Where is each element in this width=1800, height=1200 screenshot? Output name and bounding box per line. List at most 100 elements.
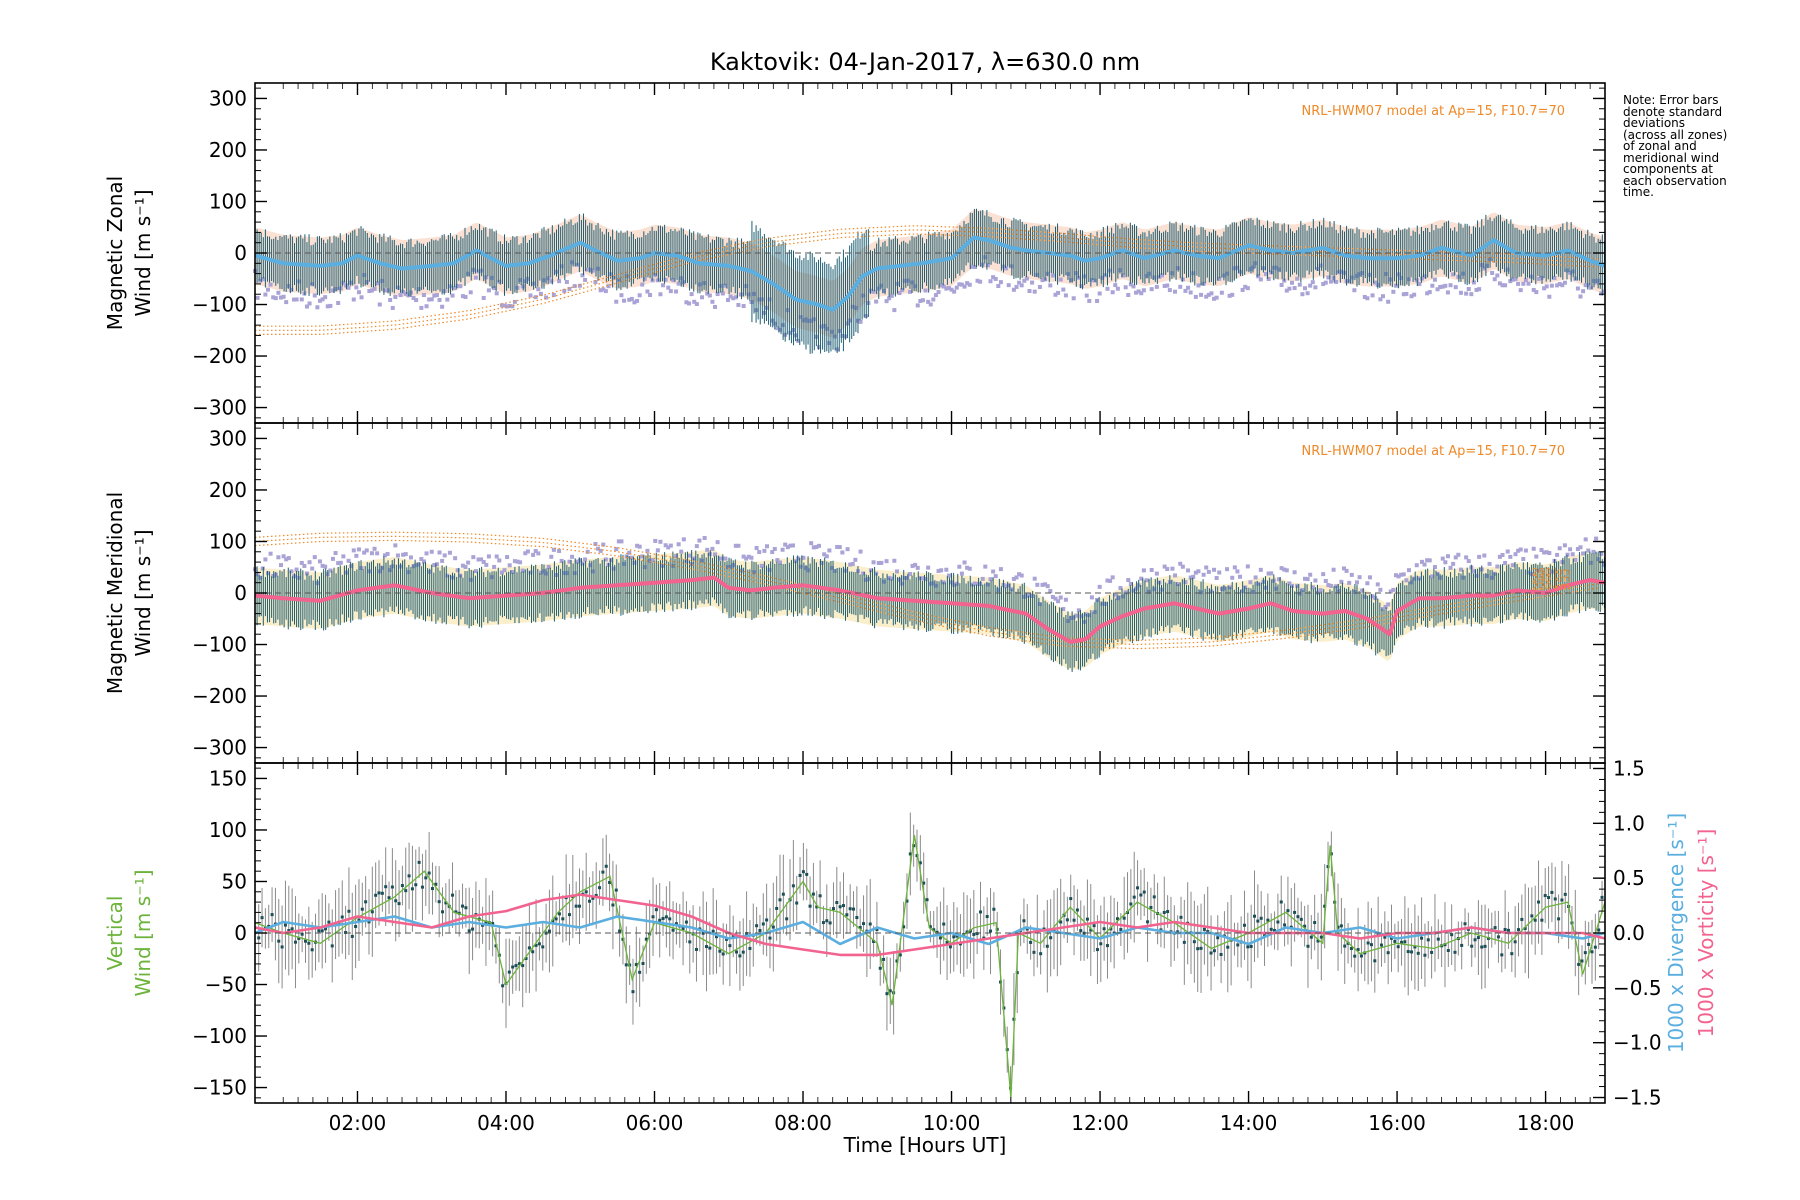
scatter-point	[892, 558, 897, 563]
scatter-point	[484, 562, 489, 567]
scatter-point	[1227, 585, 1232, 590]
vertical-point	[975, 932, 979, 936]
scatter-point	[429, 297, 434, 302]
scatter-point	[1180, 564, 1185, 569]
scatter-point	[1115, 286, 1120, 291]
vertical-point	[1543, 894, 1547, 898]
vertical-point	[310, 948, 314, 952]
scatter-point	[1134, 290, 1139, 295]
scatter-point	[492, 286, 497, 291]
scatter-point	[307, 301, 312, 306]
scatter-point	[829, 329, 834, 334]
vertical-point	[283, 923, 287, 927]
scatter-point	[401, 552, 406, 557]
scatter-point	[1048, 589, 1053, 594]
vertical-point	[728, 944, 732, 948]
scatter-point	[962, 560, 967, 565]
scatter-point	[772, 546, 777, 551]
scatter-point	[832, 568, 837, 573]
vertical-point	[1202, 927, 1206, 931]
vertical-point	[484, 920, 488, 924]
scatter-point	[1464, 291, 1469, 296]
scatter-point	[538, 570, 543, 575]
scatter-point	[427, 297, 432, 302]
scatter-point	[473, 275, 478, 280]
scatter-point	[1217, 570, 1222, 575]
scatter-point	[1292, 286, 1297, 291]
scatter-point	[1321, 572, 1326, 577]
scatter-point	[1144, 273, 1149, 278]
scatter-point	[741, 554, 746, 559]
scatter-point	[1323, 280, 1328, 285]
vertical-point	[618, 929, 622, 933]
scatter-point	[666, 285, 671, 290]
scatter-point	[640, 282, 645, 287]
scatter-point	[551, 292, 556, 297]
scatter-point	[1539, 275, 1544, 280]
vertical-point	[347, 909, 351, 913]
vertical-point	[524, 956, 528, 960]
vertical-point	[715, 935, 719, 939]
scatter-point	[868, 288, 873, 293]
scatter-point	[715, 540, 720, 545]
scatter-point	[375, 281, 380, 286]
scatter-point	[1092, 278, 1097, 283]
scatter-point	[382, 553, 387, 558]
scatter-point	[770, 318, 775, 323]
model-label: NRL-HWM07 model at Ap=15, F10.7=70	[1302, 104, 1566, 119]
scatter-point	[645, 289, 650, 294]
scatter-point	[1477, 287, 1482, 292]
scatter-point	[658, 292, 663, 297]
scatter-point	[1004, 584, 1009, 589]
scatter-point	[949, 287, 954, 292]
scatter-point	[1258, 277, 1263, 282]
scatter-point	[1009, 264, 1014, 269]
scatter-point	[1011, 576, 1016, 581]
scatter-point	[1440, 556, 1445, 561]
scatter-point	[983, 255, 988, 260]
scatter-point	[1549, 283, 1554, 288]
vertical-point	[324, 927, 328, 931]
vertical-point	[1266, 918, 1270, 922]
scatter-point	[1586, 283, 1591, 288]
vertical-point	[1480, 945, 1484, 949]
scatter-point	[291, 297, 296, 302]
scatter-point	[1310, 280, 1315, 285]
scatter-point	[255, 572, 260, 577]
vertical-point	[537, 942, 541, 946]
scatter-point	[310, 282, 315, 287]
scatter-point	[1542, 286, 1547, 291]
vertical-point	[1319, 935, 1323, 939]
scatter-point	[1095, 298, 1100, 303]
scatter-point	[1425, 558, 1430, 563]
scatter-point	[1373, 280, 1378, 285]
scatter-point	[1347, 580, 1352, 585]
scatter-point	[1212, 296, 1217, 301]
scatter-point	[619, 293, 624, 298]
scatter-point	[1427, 558, 1432, 563]
scatter-point	[336, 300, 341, 305]
scatter-point	[1204, 294, 1209, 299]
scatter-point	[343, 570, 348, 575]
vertical-point	[1022, 919, 1026, 923]
scatter-point	[1183, 288, 1188, 293]
scatter-point	[333, 287, 338, 292]
vertical-point	[1339, 924, 1343, 928]
scatter-point	[1414, 278, 1419, 283]
vertical-point	[451, 893, 455, 897]
scatter-point	[559, 558, 564, 563]
scatter-point	[385, 288, 390, 293]
vertical-point	[898, 953, 902, 957]
scatter-point	[1287, 286, 1292, 291]
scatter-point	[281, 294, 286, 299]
chart-title: Kaktovik: 04-Jan-2017, λ=630.0 nm	[710, 48, 1140, 76]
scatter-point	[842, 334, 847, 339]
scatter-point	[1102, 273, 1107, 278]
vertical-point	[297, 936, 301, 940]
scatter-point	[1167, 288, 1172, 293]
vertical-point	[624, 963, 628, 967]
scatter-point	[258, 278, 263, 283]
scatter-point	[879, 283, 884, 288]
vertical-point	[955, 934, 959, 938]
scatter-point	[1393, 283, 1398, 288]
